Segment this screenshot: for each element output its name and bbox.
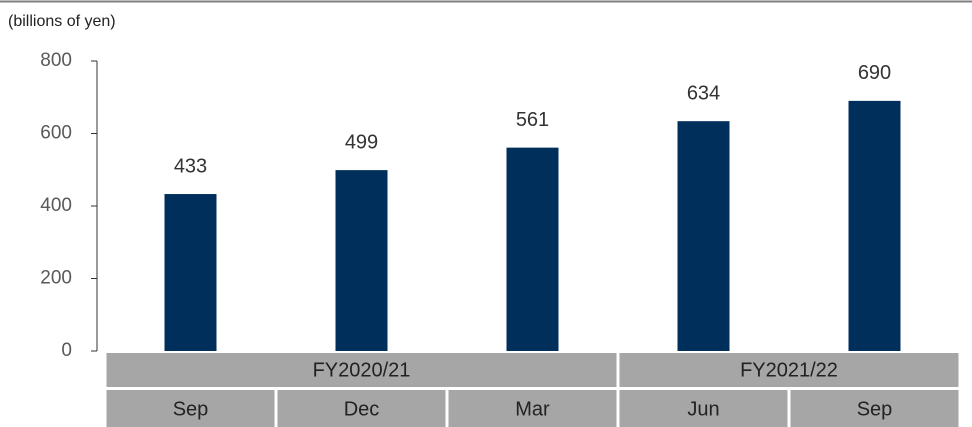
y-tick-label: 0 (61, 340, 72, 361)
x-tick-label: Mar (515, 398, 550, 420)
unit-label: (billions of yen) (8, 13, 116, 30)
x-tick-label: Sep (173, 398, 209, 420)
bar (677, 121, 730, 351)
y-tick-label: 200 (40, 268, 72, 289)
category-cell (277, 390, 446, 427)
group-label: FY2020/21 (313, 359, 411, 381)
x-tick-label: Dec (344, 398, 380, 420)
category-cell (619, 390, 788, 427)
group-cell (106, 353, 617, 387)
bar (848, 100, 901, 351)
value-label: 690 (858, 62, 891, 84)
x-tick-label: Jun (687, 398, 719, 420)
y-tick-label: 400 (40, 195, 72, 216)
value-label: 499 (345, 131, 378, 153)
value-label: 634 (687, 82, 720, 104)
category-cell (448, 390, 617, 427)
group-cell (619, 353, 959, 387)
category-cell (790, 390, 959, 427)
bar (335, 170, 388, 351)
group-label: FY2021/22 (740, 359, 838, 381)
y-tick-label: 800 (40, 50, 72, 71)
value-label: 433 (174, 155, 207, 177)
x-tick-label: Sep (857, 398, 893, 420)
value-label: 561 (516, 109, 549, 131)
y-tick-label: 600 (40, 123, 72, 144)
category-cell (106, 390, 275, 427)
bar (164, 194, 217, 351)
bar (506, 147, 559, 351)
